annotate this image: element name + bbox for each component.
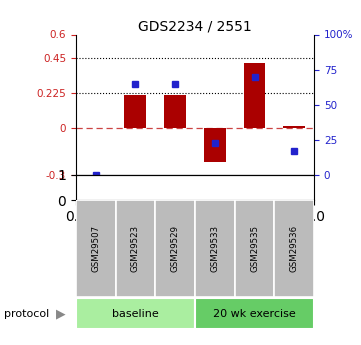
- Title: GDS2234 / 2551: GDS2234 / 2551: [138, 19, 252, 33]
- Bar: [164, 95, 186, 128]
- Bar: [195, 200, 235, 297]
- Text: 20 wk exercise: 20 wk exercise: [213, 309, 296, 319]
- Bar: [283, 127, 305, 128]
- Text: GSM29535: GSM29535: [250, 225, 259, 272]
- Text: protocol: protocol: [4, 309, 49, 319]
- Text: ▶: ▶: [56, 307, 66, 321]
- Text: baseline: baseline: [112, 309, 159, 319]
- Bar: [76, 298, 195, 329]
- Bar: [195, 298, 314, 329]
- Text: GSM29529: GSM29529: [171, 225, 179, 272]
- Text: GSM29536: GSM29536: [290, 225, 299, 272]
- Bar: [116, 200, 155, 297]
- Text: GSM29523: GSM29523: [131, 225, 140, 272]
- Bar: [274, 200, 314, 297]
- Text: GSM29507: GSM29507: [91, 225, 100, 272]
- Bar: [125, 95, 146, 128]
- Bar: [155, 200, 195, 297]
- Bar: [235, 200, 274, 297]
- Bar: [244, 62, 265, 128]
- Bar: [76, 200, 116, 297]
- Text: GSM29533: GSM29533: [210, 225, 219, 272]
- Bar: [204, 128, 226, 162]
